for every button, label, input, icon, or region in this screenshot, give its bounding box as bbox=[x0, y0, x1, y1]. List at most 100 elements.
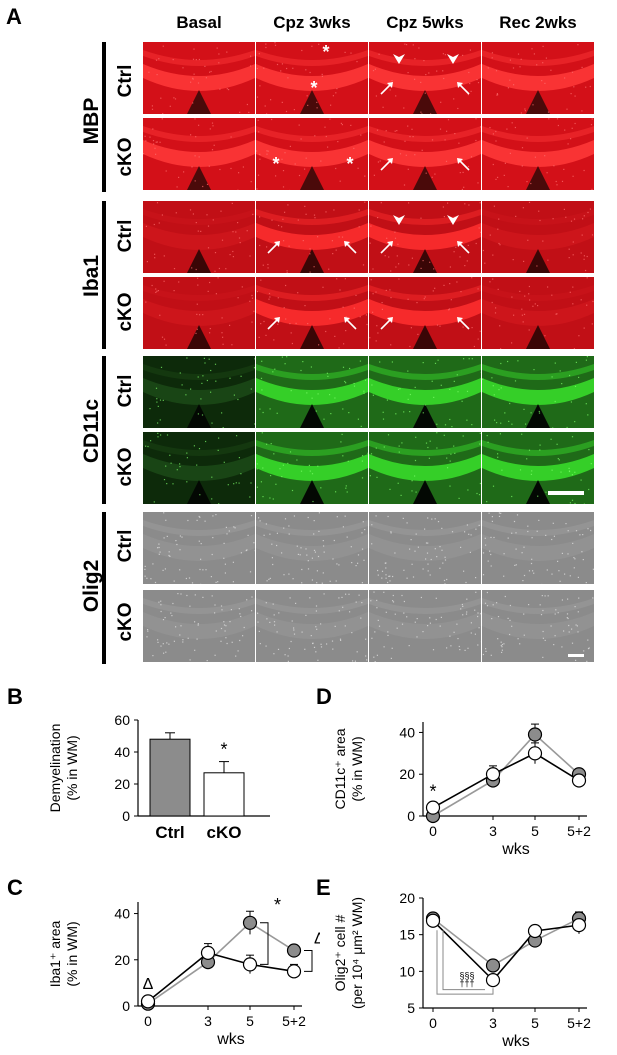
chart-c-iba1-area: Iba1⁺ area(% in WM) 0 20 40 0 3 5 5+2 wks Δ * Δ bbox=[47, 895, 320, 1048]
arrow-icon bbox=[457, 317, 470, 330]
arrowhead-icon bbox=[447, 54, 459, 64]
data-point-open bbox=[140, 994, 156, 1009]
micrograph-cd11c-ctrl-3 bbox=[482, 356, 594, 428]
delta-annotation: Δ bbox=[314, 931, 320, 948]
y-tick-label: 20 bbox=[399, 766, 415, 782]
micrograph-iba1-cko-0 bbox=[143, 277, 255, 349]
panel-label-d: D bbox=[316, 684, 332, 709]
asterisk-marker: * bbox=[310, 78, 317, 98]
data-point-open bbox=[571, 918, 587, 933]
group-label-mbp-cko: cKO bbox=[115, 137, 136, 177]
y-tick-label: 15 bbox=[399, 927, 415, 943]
data-point-open bbox=[527, 923, 543, 939]
data-point-open bbox=[485, 767, 501, 782]
row-bracket-cd11c bbox=[102, 356, 106, 504]
arrow-icon bbox=[344, 317, 357, 330]
chart-d-cd11c-area: CD11c⁺ area(% in WM) 0 20 40 0 3 5 5+2 wks * bbox=[332, 722, 591, 858]
data-point-open bbox=[286, 964, 302, 979]
arrowhead-icon bbox=[393, 215, 405, 225]
significance-asterisk: * bbox=[274, 895, 281, 915]
delta-annotation: Δ bbox=[143, 976, 154, 993]
micrograph-olig2-cko-1 bbox=[256, 590, 368, 662]
x-tick-label: 5 bbox=[246, 1013, 254, 1029]
x-axis-label: wks bbox=[501, 1033, 530, 1050]
y-axis-label: Iba1⁺ area(% in WM) bbox=[47, 921, 80, 988]
y-tick-label: 0 bbox=[122, 998, 130, 1014]
x-tick-label: 0 bbox=[144, 1013, 152, 1029]
micrograph-olig2-cko-3 bbox=[482, 590, 594, 662]
data-point-open bbox=[485, 973, 501, 988]
data-point-open bbox=[571, 773, 587, 788]
x-axis-label: wks bbox=[501, 841, 530, 858]
column-header-basal: Basal bbox=[176, 13, 222, 32]
micrograph-mbp-cko-1: * * bbox=[256, 118, 368, 190]
micrograph-cd11c-cko-3 bbox=[482, 432, 594, 504]
x-tick-label: 3 bbox=[204, 1013, 212, 1029]
y-tick-label: 20 bbox=[114, 776, 130, 792]
micrograph-iba1-ctrl-1 bbox=[256, 201, 368, 273]
micrograph-mbp-cko-2 bbox=[369, 118, 481, 190]
significance-bracket bbox=[442, 930, 485, 991]
micrograph-cd11c-ctrl-1 bbox=[256, 356, 368, 428]
scale-bar-cd11c bbox=[548, 491, 584, 495]
x-tick-label: 0 bbox=[429, 1015, 437, 1031]
micrograph-cd11c-ctrl-0 bbox=[143, 356, 255, 428]
y-axis-label: Demyelination(% in WM) bbox=[47, 724, 80, 813]
scale-bar-olig2 bbox=[568, 654, 584, 657]
micrograph-iba1-ctrl-3 bbox=[482, 201, 594, 273]
bar-cko bbox=[203, 772, 245, 817]
arrow-icon bbox=[380, 158, 393, 171]
significance-bracket bbox=[436, 930, 494, 995]
panel-label-e: E bbox=[316, 875, 331, 900]
data-point-filled bbox=[242, 915, 258, 930]
micrograph-mbp-ctrl-3 bbox=[482, 42, 594, 114]
micrograph-mbp-ctrl-0 bbox=[143, 42, 255, 114]
significance-bracket bbox=[304, 950, 313, 972]
micrograph-iba1-cko-2 bbox=[369, 277, 481, 349]
series-line-filled bbox=[432, 917, 580, 967]
asterisk-marker: * bbox=[272, 154, 279, 174]
micrograph-olig2-ctrl-1 bbox=[256, 512, 368, 584]
y-tick-label: 20 bbox=[114, 952, 130, 968]
y-tick-label: 5 bbox=[407, 1000, 415, 1016]
row-bracket-mbp bbox=[102, 42, 106, 192]
arrow-icon bbox=[380, 82, 393, 95]
data-point-open bbox=[527, 746, 543, 761]
chart-e-olig2-cells: Olig2⁺ cell #(per 10⁴ μm² WM) 5 10 15 20 0 3 5 5… bbox=[332, 890, 591, 1050]
micrograph-iba1-ctrl-0 bbox=[143, 201, 255, 273]
bar-ctrl bbox=[149, 738, 191, 817]
group-label-olig2-ctrl: Ctrl bbox=[115, 529, 136, 563]
asterisk-marker: * bbox=[322, 42, 329, 62]
micrograph-olig2-cko-2 bbox=[369, 590, 481, 662]
micrograph-mbp-cko-3 bbox=[482, 118, 594, 190]
x-tick-label: 5 bbox=[531, 823, 539, 839]
y-axis-label: Olig2⁺ cell #(per 10⁴ μm² WM) bbox=[332, 897, 365, 1009]
column-header-cpz-3wks: Cpz 3wks bbox=[273, 13, 351, 32]
series-line-filled bbox=[147, 921, 295, 1005]
section-sign-annotation: §§§ bbox=[459, 971, 474, 981]
y-tick-label: 0 bbox=[122, 808, 130, 824]
arrow-icon bbox=[380, 241, 393, 254]
arrow-icon bbox=[457, 82, 470, 95]
y-axis-label: CD11c⁺ area(% in WM) bbox=[332, 728, 365, 809]
arrowhead-icon bbox=[393, 54, 405, 64]
significance-asterisk: * bbox=[429, 781, 436, 801]
x-tick-label: 3 bbox=[489, 1015, 497, 1031]
x-tick-label: 5+2 bbox=[567, 1015, 591, 1031]
data-point-open bbox=[425, 800, 441, 815]
data-point-open bbox=[242, 957, 258, 972]
series-line-open bbox=[147, 951, 295, 1002]
x-tick-label: 5+2 bbox=[282, 1013, 306, 1029]
x-axis-label: wks bbox=[216, 1031, 245, 1048]
micrograph-olig2-ctrl-0 bbox=[143, 512, 255, 584]
micrograph-iba1-ctrl-2 bbox=[369, 201, 481, 273]
group-label-iba1-ctrl: Ctrl bbox=[115, 219, 136, 253]
y-tick-label: 40 bbox=[399, 724, 415, 740]
panel-label-a: A bbox=[6, 4, 22, 29]
group-label-cd11c-ctrl: Ctrl bbox=[115, 374, 136, 408]
category-label: cKO bbox=[207, 823, 242, 842]
dagger-annotation: ††† bbox=[459, 979, 474, 989]
micrograph-olig2-ctrl-3 bbox=[482, 512, 594, 584]
x-tick-label: 5 bbox=[531, 1015, 539, 1031]
x-tick-label: 5+2 bbox=[567, 823, 591, 839]
